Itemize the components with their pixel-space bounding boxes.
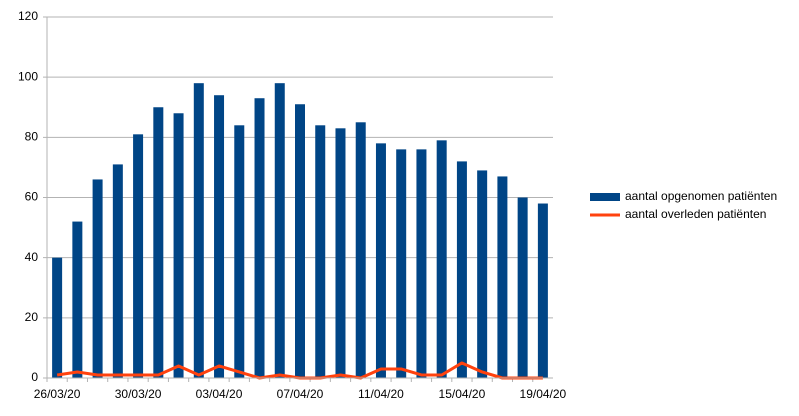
bar bbox=[416, 149, 427, 378]
bar bbox=[497, 176, 508, 378]
bar bbox=[517, 197, 528, 378]
bar bbox=[254, 98, 265, 378]
y-tick-label: 0 bbox=[31, 370, 38, 384]
bar bbox=[396, 149, 407, 378]
bar bbox=[214, 95, 225, 378]
bar bbox=[456, 161, 467, 378]
legend-label: aantal opgenomen patiënten bbox=[625, 189, 777, 203]
x-tick-label: 15/04/20 bbox=[439, 387, 486, 401]
y-tick-label: 20 bbox=[25, 310, 39, 324]
x-tick-label: 07/04/20 bbox=[277, 387, 324, 401]
bar bbox=[92, 179, 103, 378]
y-tick-label: 120 bbox=[18, 9, 38, 23]
bar bbox=[436, 140, 447, 378]
legend-label: aantal overleden patiënten bbox=[625, 207, 766, 221]
y-tick-label: 60 bbox=[25, 190, 39, 204]
bar bbox=[72, 221, 83, 378]
bar bbox=[477, 170, 488, 378]
bar bbox=[315, 125, 326, 378]
bar bbox=[335, 128, 346, 378]
bar bbox=[537, 203, 548, 378]
bar bbox=[112, 164, 123, 378]
y-tick-label: 80 bbox=[25, 130, 39, 144]
bar bbox=[193, 83, 204, 378]
bar bbox=[133, 134, 144, 378]
bar bbox=[153, 107, 164, 378]
bar bbox=[295, 104, 305, 378]
bar bbox=[234, 125, 245, 378]
bar bbox=[274, 83, 285, 378]
legend-swatch bbox=[590, 193, 620, 201]
bar bbox=[355, 122, 366, 379]
bar bbox=[52, 257, 63, 378]
y-tick-label: 40 bbox=[25, 250, 39, 264]
x-tick-label: 19/04/20 bbox=[520, 387, 567, 401]
x-tick-label: 11/04/20 bbox=[358, 387, 404, 401]
x-tick-label: 03/04/20 bbox=[196, 387, 243, 401]
bar bbox=[173, 113, 184, 379]
x-tick-label: 30/03/20 bbox=[115, 387, 162, 401]
y-tick-label: 100 bbox=[18, 69, 38, 83]
x-tick-label: 26/03/20 bbox=[34, 387, 81, 401]
bar bbox=[375, 143, 386, 378]
